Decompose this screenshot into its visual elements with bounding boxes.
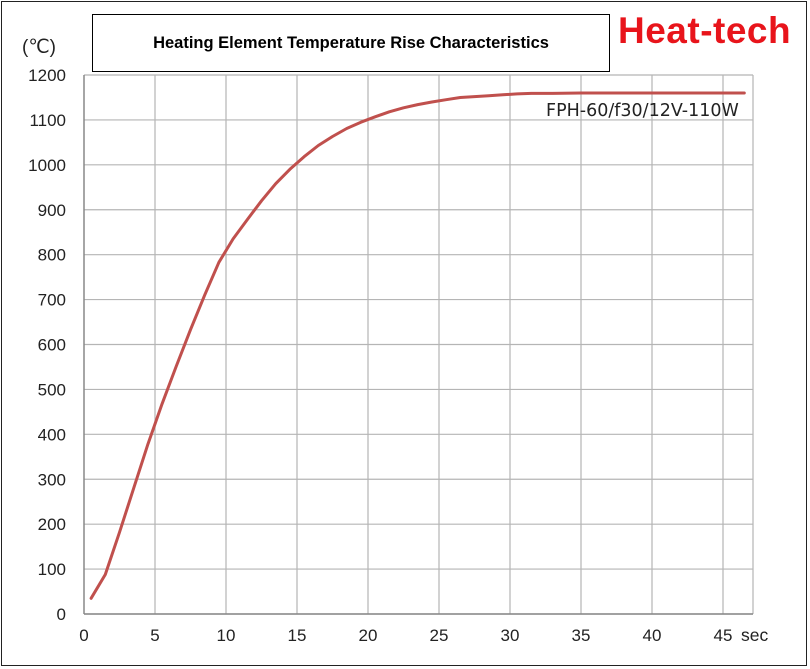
x-axis-unit-label: sec bbox=[741, 625, 769, 645]
y-tick-label: 900 bbox=[38, 201, 66, 220]
y-tick-label: 400 bbox=[38, 425, 66, 444]
series-line-0 bbox=[89, 91, 746, 600]
y-tick-label: 600 bbox=[38, 336, 66, 355]
y-tick-label: 500 bbox=[38, 380, 66, 399]
y-tick-labels: 0 100 200 300 400 500 600 700 800 900 1000 1100 1200 bbox=[28, 66, 66, 624]
x-tick-label: 25 bbox=[430, 626, 449, 645]
y-tick-label: 0 bbox=[57, 605, 66, 624]
y-tick-label: 100 bbox=[38, 560, 66, 579]
grid bbox=[84, 74, 754, 615]
y-tick-label: 800 bbox=[38, 246, 66, 265]
x-tick-labels: 0 5 10 15 20 25 30 35 40 45 bbox=[79, 626, 732, 645]
series-group bbox=[89, 91, 746, 600]
y-tick-label: 700 bbox=[38, 291, 66, 310]
x-tick-label: 40 bbox=[643, 626, 662, 645]
x-tick-label: 35 bbox=[572, 626, 591, 645]
y-tick-label: 1100 bbox=[29, 111, 66, 130]
chart-title: Heating Element Temperature Rise Charact… bbox=[153, 33, 549, 52]
series-label: FPH-60/f30/12V-110W bbox=[546, 101, 739, 121]
axes bbox=[83, 75, 753, 615]
x-tick-label: 5 bbox=[150, 626, 159, 645]
x-tick-label: 45 bbox=[714, 626, 733, 645]
chart-title-box: Heating Element Temperature Rise Charact… bbox=[92, 14, 610, 72]
x-tick-label: 30 bbox=[501, 626, 520, 645]
brand-logo-text: Heat-tech bbox=[618, 10, 792, 51]
x-tick-label: 20 bbox=[359, 626, 378, 645]
x-tick-label: 15 bbox=[288, 626, 307, 645]
y-tick-label: 1200 bbox=[28, 66, 66, 85]
y-tick-label: 300 bbox=[38, 470, 66, 489]
y-axis-unit-label: (℃) bbox=[22, 37, 56, 58]
x-tick-label: 0 bbox=[79, 626, 88, 645]
x-tick-label: 10 bbox=[217, 626, 236, 645]
y-tick-label: 1000 bbox=[28, 156, 66, 175]
y-tick-label: 200 bbox=[38, 515, 66, 534]
